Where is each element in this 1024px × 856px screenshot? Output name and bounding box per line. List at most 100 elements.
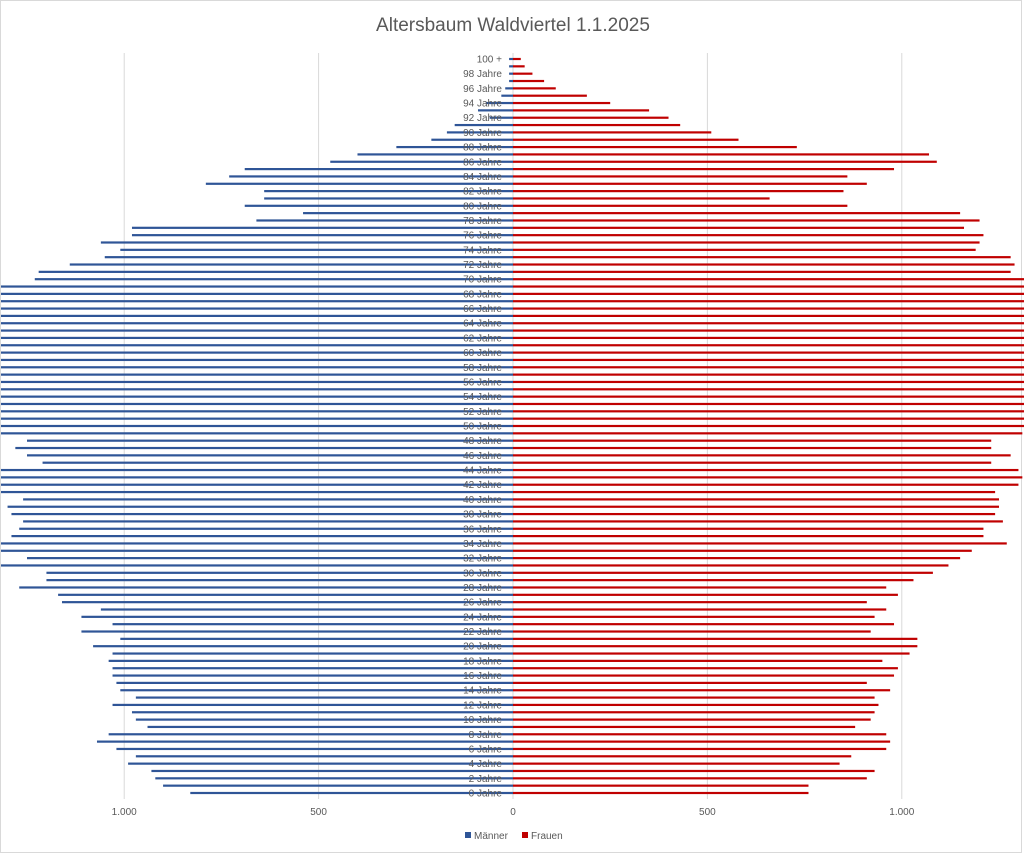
bar-frauen-98-jahre [513, 72, 533, 75]
bar-frauen-23-jahre [513, 623, 895, 626]
bar-m-nner-84-jahre [229, 175, 513, 178]
bar-frauen-92-jahre [513, 116, 669, 119]
bar-m-nner-37-jahre [23, 520, 513, 523]
bar-m-nner-3-jahre [151, 769, 513, 773]
bar-m-nner-85-jahre [244, 168, 513, 171]
bar-frauen-88-jahre [513, 145, 797, 149]
bar-frauen-40-jahre [513, 498, 999, 501]
legend: Männer Frauen [465, 831, 563, 842]
bar-frauen-71-jahre [513, 270, 1011, 273]
bar-m-nner-46-jahre [27, 454, 513, 457]
bar-m-nner-35-jahre [11, 535, 514, 538]
bar-frauen-4-jahre [513, 762, 840, 765]
bar-m-nner-73-jahre [104, 256, 513, 259]
bar-frauen-43-jahre [513, 476, 1023, 479]
bar-frauen-81-jahre [513, 197, 770, 200]
bar-m-nner-93-jahre [478, 109, 513, 112]
bar-frauen-70-jahre [513, 278, 1024, 281]
bar-frauen-84-jahre [513, 175, 848, 178]
bar-frauen-36-jahre [513, 527, 984, 530]
bar-frauen-80-jahre [513, 204, 848, 207]
bar-frauen-69-jahre [513, 285, 1024, 288]
bar-m-nner-14-jahre [120, 689, 513, 692]
age-label-74-jahre: 74 Jahre [463, 245, 502, 256]
bar-frauen-75-jahre [513, 241, 980, 244]
age-label-36-jahre: 36 Jahre [463, 524, 502, 535]
age-label-94-jahre: 94 Jahre [463, 99, 502, 110]
bar-frauen-19-jahre [513, 652, 910, 655]
legend-label-maenner: Männer [474, 831, 509, 842]
bar-frauen-10-jahre [513, 718, 871, 721]
bar-m-nner-51-jahre [1, 417, 514, 420]
age-label-6-jahre: 6 Jahre [469, 744, 503, 755]
bar-m-nner-70-jahre [34, 278, 513, 281]
bar-m-nner-57-jahre [1, 373, 514, 376]
bar-frauen-83-jahre [513, 182, 867, 185]
bar-m-nner-97-jahre [509, 79, 513, 83]
bar-m-nner-69-jahre [1, 285, 514, 288]
bar-m-nner-29-jahre [46, 579, 513, 582]
bar-frauen-72-jahre [513, 263, 1015, 266]
bar-m-nner-64-jahre [1, 322, 513, 325]
bar-m-nner-87-jahre [357, 153, 513, 156]
age-label-24-jahre: 24 Jahre [463, 612, 502, 623]
bar-m-nner-92-jahre [489, 116, 513, 119]
bar-frauen-48-jahre [513, 439, 992, 442]
bar-frauen-67-jahre [513, 300, 1024, 303]
bar-m-nner-13-jahre [135, 696, 513, 699]
bar-m-nner-98-jahre [509, 72, 513, 75]
bar-frauen-31-jahre [513, 564, 949, 567]
bar-m-nner-50-jahre [1, 424, 514, 428]
age-label-82-jahre: 82 Jahre [463, 187, 502, 198]
bar-frauen-13-jahre [513, 696, 875, 699]
bar-m-nner-61-jahre [1, 344, 514, 347]
age-label-80-jahre: 80 Jahre [463, 201, 502, 212]
bar-frauen-3-jahre [513, 769, 875, 773]
bar-frauen-16-jahre [513, 674, 895, 677]
bar-m-nner-78-jahre [256, 219, 513, 222]
series-frauen-bars [513, 57, 1024, 795]
bar-m-nner-62-jahre [1, 336, 513, 340]
age-label-18-jahre: 18 Jahre [463, 656, 502, 667]
bar-m-nner-23-jahre [112, 623, 513, 626]
legend-swatch-maenner [465, 832, 471, 838]
bar-frauen-14-jahre [513, 689, 891, 692]
age-label-56-jahre: 56 Jahre [463, 377, 502, 388]
bar-frauen-33-jahre [513, 549, 972, 552]
bar-frauen-34-jahre [513, 542, 1007, 545]
age-label-62-jahre: 62 Jahre [463, 333, 502, 344]
age-label-76-jahre: 76 Jahre [463, 231, 502, 242]
bar-frauen-21-jahre [513, 637, 918, 640]
age-label-10-jahre: 10 Jahre [463, 715, 502, 726]
bar-frauen-49-jahre [513, 432, 1023, 435]
legend-label-frauen: Frauen [531, 831, 563, 842]
bar-frauen-42-jahre [513, 483, 1019, 486]
age-label-86-jahre: 86 Jahre [463, 157, 502, 168]
bar-m-nner-91-jahre [454, 123, 513, 127]
age-label-68-jahre: 68 Jahre [463, 289, 502, 300]
bar-frauen-100-plus [513, 57, 521, 61]
bar-frauen-22-jahre [513, 630, 871, 633]
age-label-22-jahre: 22 Jahre [463, 627, 502, 638]
bar-m-nner-40-jahre [23, 498, 513, 501]
bar-m-nner-68-jahre [1, 292, 514, 295]
age-label-8-jahre: 8 Jahre [469, 730, 503, 741]
bar-m-nner-39-jahre [7, 505, 514, 508]
age-label-4-jahre: 4 Jahre [469, 759, 503, 770]
bar-frauen-30-jahre [513, 571, 933, 574]
bar-m-nner-94-jahre [485, 101, 513, 105]
bar-m-nner-24-jahre [81, 615, 513, 618]
bar-m-nner-32-jahre [27, 557, 513, 560]
bar-m-nner-48-jahre [27, 439, 513, 442]
age-label-34-jahre: 34 Jahre [463, 539, 502, 550]
bar-m-nner-74-jahre [120, 248, 513, 251]
bar-frauen-86-jahre [513, 160, 937, 163]
bar-frauen-55-jahre [513, 388, 1024, 391]
bar-m-nner-83-jahre [205, 182, 513, 185]
bar-frauen-7-jahre [513, 740, 891, 743]
age-label-92-jahre: 92 Jahre [463, 113, 502, 124]
bar-frauen-73-jahre [513, 256, 1011, 259]
bar-m-nner-26-jahre [61, 601, 513, 604]
bar-m-nner-33-jahre [1, 549, 514, 552]
